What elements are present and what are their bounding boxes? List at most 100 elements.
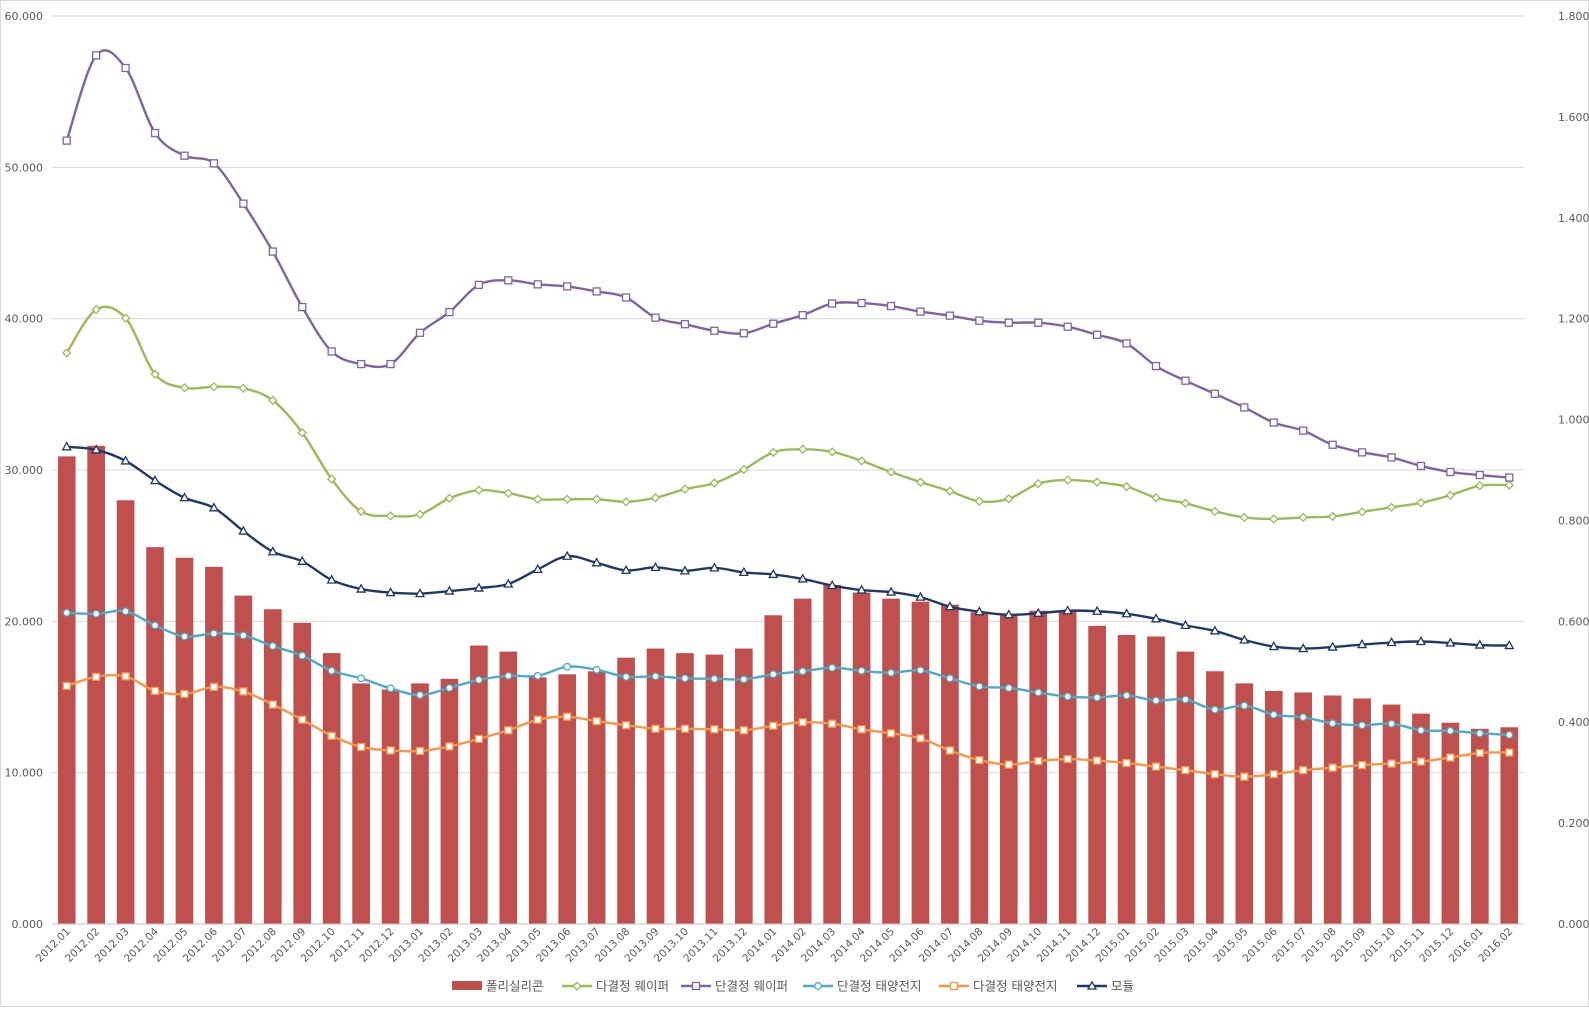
- bar: [1206, 671, 1224, 924]
- legend-label: 다결정 태양전지: [973, 979, 1057, 994]
- point: [1004, 683, 1013, 692]
- line-series-group: [62, 304, 1514, 524]
- point: [827, 579, 838, 590]
- y-left-tick-label: 40.000: [5, 313, 44, 326]
- y-right-tick-label: 1.000: [1558, 414, 1589, 427]
- point: [1093, 693, 1102, 702]
- point: [1505, 748, 1514, 757]
- point: [415, 509, 425, 520]
- point: [651, 724, 660, 733]
- point: [1240, 701, 1249, 710]
- point: [592, 717, 601, 726]
- point: [1327, 641, 1338, 651]
- bar: [764, 615, 783, 924]
- bar: [735, 648, 753, 924]
- point: [180, 632, 189, 641]
- legend-swatch: [452, 981, 482, 990]
- bar: [293, 622, 312, 924]
- point: [1356, 638, 1368, 649]
- bar: [1412, 713, 1430, 924]
- point: [385, 587, 396, 597]
- point: [1446, 726, 1455, 735]
- point: [1328, 763, 1337, 772]
- bar: [705, 654, 724, 924]
- point: [856, 456, 867, 466]
- point: [445, 683, 454, 692]
- y-right-tick-label: 0.800: [1558, 514, 1589, 527]
- point: [798, 718, 807, 727]
- bar: [57, 456, 76, 924]
- point: [474, 734, 484, 744]
- bar: [1500, 727, 1519, 924]
- point: [1239, 634, 1250, 644]
- legend-item: 폴리실리콘: [452, 979, 544, 994]
- point: [1328, 440, 1337, 449]
- bar-series: [57, 445, 1519, 924]
- point: [327, 731, 336, 740]
- point: [1122, 758, 1131, 768]
- point: [1210, 770, 1220, 779]
- point: [680, 320, 690, 329]
- bar: [1176, 651, 1195, 924]
- point: [474, 280, 484, 290]
- point: [209, 159, 219, 168]
- point: [1239, 512, 1250, 523]
- point: [532, 563, 543, 574]
- point: [1152, 696, 1160, 705]
- point: [356, 583, 367, 593]
- point: [769, 670, 778, 679]
- bar: [175, 557, 194, 924]
- point: [797, 573, 808, 583]
- legend-item: 단결정 태양전지: [803, 979, 921, 994]
- point: [1122, 691, 1131, 700]
- bar: [1441, 722, 1460, 924]
- y-axis-right: 0.000 0.200 0.400 0.600 0.800 1.000 1.200 1.400…: [1558, 10, 1589, 931]
- point: [356, 359, 366, 369]
- point: [915, 477, 926, 487]
- point: [621, 293, 631, 302]
- point: [1298, 643, 1309, 653]
- bar: [1147, 636, 1165, 924]
- legend-label: 단결정 웨이퍼: [715, 979, 788, 994]
- legend-item: 다결정 태양전지: [939, 979, 1057, 994]
- point: [414, 588, 426, 598]
- point: [769, 721, 778, 730]
- legend-item: 단결정 웨이퍼: [681, 979, 788, 994]
- point: [1357, 448, 1367, 457]
- bar: [1382, 704, 1401, 924]
- point: [945, 311, 955, 320]
- point: [856, 584, 867, 594]
- point: [680, 724, 690, 733]
- bar: [263, 609, 282, 924]
- point: [1240, 403, 1249, 412]
- point: [887, 668, 895, 677]
- point: [563, 282, 572, 291]
- point: [92, 672, 101, 681]
- point: [180, 689, 189, 699]
- point: [356, 506, 366, 517]
- point: [1181, 695, 1190, 704]
- point: [503, 578, 514, 588]
- point: [1446, 467, 1455, 477]
- point: [504, 726, 513, 735]
- point: [1180, 619, 1191, 630]
- point: [857, 725, 866, 734]
- point: [209, 382, 219, 392]
- point: [474, 675, 483, 684]
- point: [769, 319, 778, 328]
- point: [710, 326, 719, 335]
- point: [91, 444, 102, 454]
- bar: [970, 612, 989, 924]
- bar: [1353, 698, 1371, 924]
- point: [916, 666, 925, 675]
- bar: [911, 601, 930, 924]
- point: [949, 981, 959, 991]
- point: [268, 700, 277, 709]
- point: [885, 586, 897, 596]
- point: [1033, 607, 1044, 617]
- bar: [617, 657, 635, 924]
- point: [62, 136, 71, 145]
- point: [1181, 765, 1190, 775]
- point: [1063, 322, 1072, 331]
